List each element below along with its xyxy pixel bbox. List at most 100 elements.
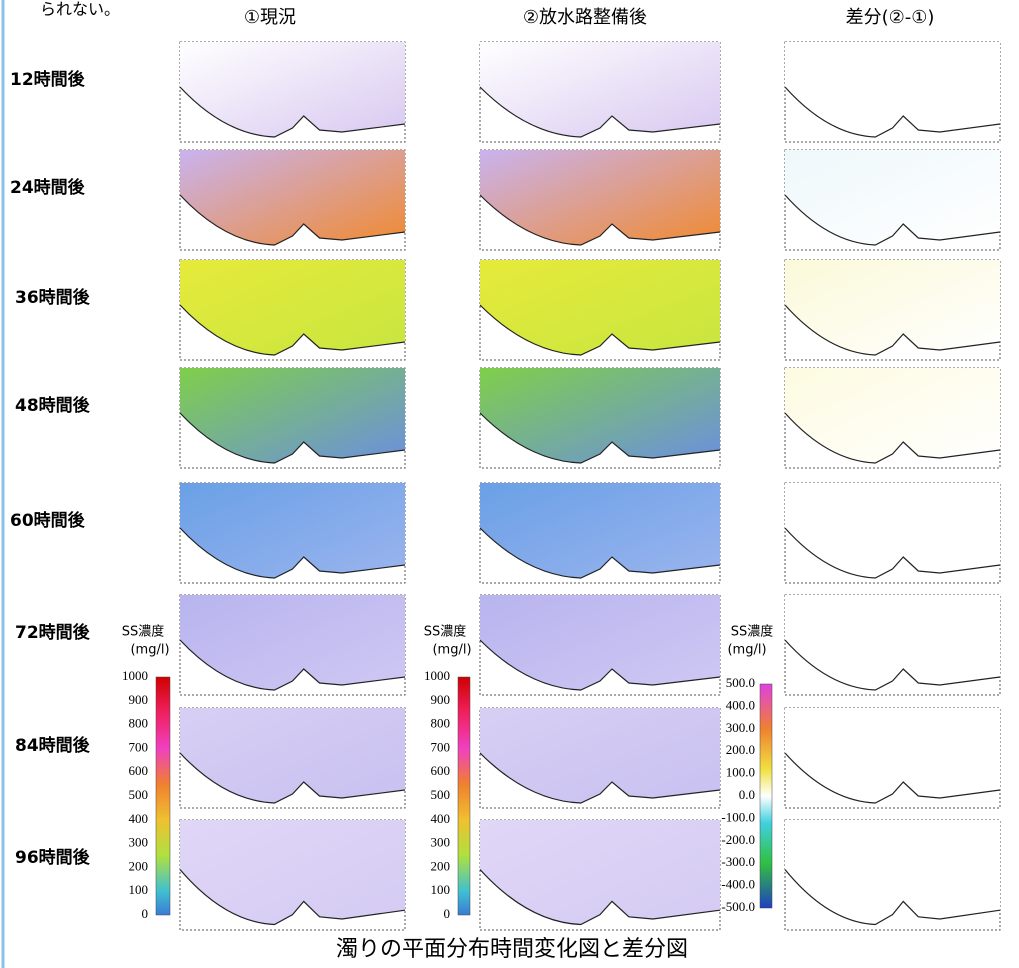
colorbar-tick-label: 700: [431, 739, 451, 754]
sea-area: [785, 260, 1000, 355]
coastline: [784, 412, 1001, 464]
coastline: [479, 869, 721, 926]
colorbar-tick-label: 500.0: [726, 675, 755, 690]
coastline: [179, 752, 406, 804]
legend-title: SS濃度: [424, 624, 467, 640]
coastline: [479, 194, 721, 246]
coastline: [179, 304, 406, 356]
colorbar-tick-label: 400: [129, 811, 149, 826]
row-label: 48時間後: [15, 395, 91, 416]
colorbar-tick-label: 100.0: [726, 765, 755, 780]
row-label: 96時間後: [15, 847, 91, 868]
coastline: [784, 194, 1001, 246]
colorbar: [155, 676, 171, 916]
legend-title: SS濃度: [731, 624, 774, 640]
sea-area: [785, 708, 1000, 803]
sea-area: [480, 260, 720, 355]
coastline: [179, 86, 406, 138]
column-header: ②放水路整備後: [523, 7, 647, 28]
column-header: 差分(②-①): [846, 7, 935, 28]
colorbar-tick-label: 0.0: [739, 787, 755, 802]
colorbar-tick-label: 900: [431, 692, 451, 707]
coastline: [784, 752, 1001, 804]
coastline: [479, 639, 721, 691]
colorbar-tick-label: 900: [129, 692, 149, 707]
colorbar-tick-label: 200: [129, 858, 149, 873]
caption: 濁りの平面分布時間変化図と差分図: [336, 937, 688, 962]
coastline: [784, 527, 1001, 579]
intro-text: られない。: [40, 0, 120, 19]
colorbar-tick-label: 300.0: [726, 720, 755, 735]
sea-area: [785, 595, 1000, 690]
legend-title: SS濃度: [122, 624, 165, 640]
sea-area: [180, 483, 405, 578]
colorbar-tick-label: 800: [129, 716, 149, 731]
coastline: [179, 527, 406, 579]
colorbar-tick-label: -500.0: [721, 899, 755, 914]
colorbar-tick-label: 800: [431, 716, 451, 731]
colorbar-tick-label: 1000: [424, 668, 450, 683]
sea-area: [180, 150, 405, 245]
row-label: 72時間後: [15, 622, 91, 643]
legend-unit: (mg/l): [432, 643, 471, 658]
colorbar: [457, 676, 471, 916]
colorbar-tick-label: -400.0: [721, 877, 755, 892]
colorbar-tick-label: 200.0: [726, 742, 755, 757]
colorbar-tick-label: 1000: [122, 668, 148, 683]
colorbar-tick-label: 500: [431, 787, 451, 802]
sea-area: [785, 368, 1000, 463]
row-label: 84時間後: [15, 735, 91, 756]
coastline: [784, 304, 1001, 356]
coastline: [479, 304, 721, 356]
column-header: ①現況: [244, 7, 296, 28]
sea-area: [180, 820, 405, 925]
coastline: [179, 412, 406, 464]
colorbar-tick-label: 600: [129, 763, 149, 778]
colorbar-tick-label: -100.0: [721, 809, 755, 824]
row-label: 60時間後: [10, 510, 86, 531]
colorbar-tick-label: 200: [431, 858, 451, 873]
colorbar-tick-label: 400.0: [726, 697, 755, 712]
sea-area: [480, 483, 720, 578]
sea-area: [480, 150, 720, 245]
sea-area: [180, 260, 405, 355]
coastline: [179, 194, 406, 246]
legend-unit: (mg/l): [130, 643, 169, 658]
colorbar-tick-label: 300: [129, 835, 149, 850]
row-label: 24時間後: [10, 177, 86, 198]
row-label: 36時間後: [15, 287, 91, 308]
colorbar-tick-label: 400: [431, 811, 451, 826]
row-label: 12時間後: [10, 69, 86, 90]
sea-area: [785, 820, 1000, 925]
sea-area: [480, 595, 720, 690]
colorbar-tick-label: 0: [142, 906, 149, 921]
sea-area: [480, 368, 720, 463]
sea-area: [480, 708, 720, 803]
coastline: [479, 527, 721, 579]
sea-area: [785, 150, 1000, 245]
colorbar-tick-label: 500: [129, 787, 149, 802]
colorbar-tick-label: -200.0: [721, 832, 755, 847]
sea-area: [180, 595, 405, 690]
colorbar-tick-label: 100: [129, 882, 149, 897]
sea-area: [180, 42, 405, 137]
sea-area: [180, 368, 405, 463]
colorbar: [759, 683, 773, 909]
coastline: [784, 86, 1001, 138]
sea-area: [785, 42, 1000, 137]
colorbar-tick-label: 100: [431, 882, 451, 897]
coastline: [479, 752, 721, 804]
coastline: [479, 412, 721, 464]
colorbar-tick-label: 0: [444, 906, 451, 921]
colorbar-tick-label: -300.0: [721, 854, 755, 869]
coastline: [179, 639, 406, 691]
sea-area: [480, 42, 720, 137]
coastline: [479, 86, 721, 138]
sea-area: [480, 820, 720, 925]
colorbar-tick-label: 700: [129, 739, 149, 754]
colorbar-tick-label: 300: [431, 835, 451, 850]
colorbar-tick-label: 600: [431, 763, 451, 778]
coastline: [784, 869, 1001, 926]
